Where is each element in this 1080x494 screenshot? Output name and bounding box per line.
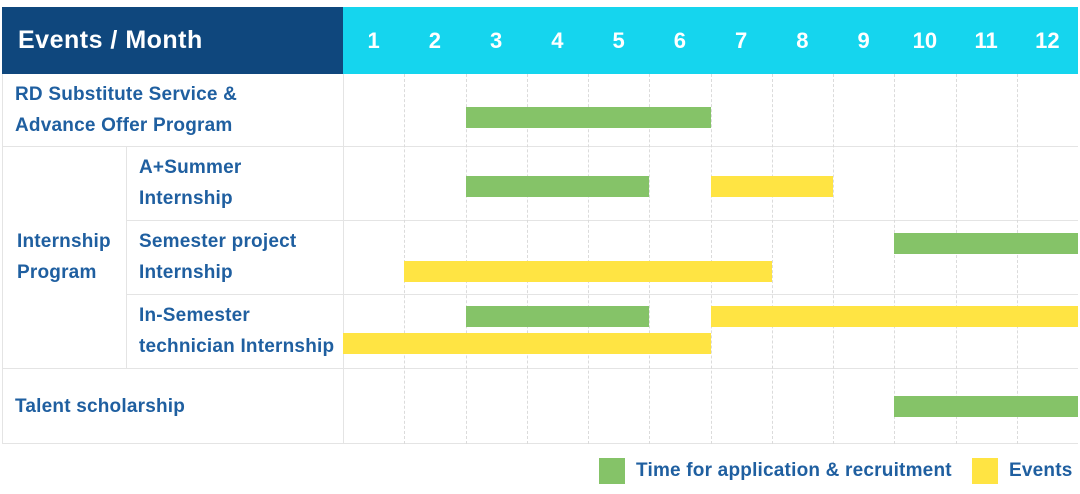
month-label: 11 — [974, 28, 998, 53]
bar-application — [894, 396, 1078, 417]
month-label: 1 — [367, 28, 380, 53]
month-label: 6 — [673, 28, 686, 53]
month-header-row: 1 2 3 4 5 6 7 8 9 10 11 12 — [343, 7, 1078, 74]
month-gridline — [465, 74, 467, 444]
table-bottom-border — [2, 443, 1078, 444]
month-label: 4 — [551, 28, 564, 53]
month-label: 5 — [612, 28, 625, 53]
row-divider — [126, 294, 1078, 295]
row-label-line: Semester project — [139, 231, 297, 252]
legend-item-application: Time for application & recruitment — [599, 458, 952, 484]
legend-swatch-events — [972, 458, 998, 484]
bar-application — [465, 107, 711, 128]
bar-event — [710, 176, 833, 197]
row-label-rd-substitute: RD Substitute Service & Advance Offer Pr… — [2, 74, 343, 146]
group-label-line: Program — [17, 262, 97, 283]
row-divider — [2, 368, 1078, 369]
row-label-line: Internship — [139, 262, 233, 283]
bar-event — [404, 261, 772, 282]
row-label-line: Internship — [139, 188, 233, 209]
row-label-line: technician Internship — [139, 336, 335, 357]
legend-item-events: Events — [972, 458, 1073, 484]
row-label-semester-project: Semester project Internship — [126, 220, 343, 294]
legend-label-application: Time for application & recruitment — [636, 460, 952, 481]
month-label: 2 — [428, 28, 441, 53]
month-gridline — [771, 74, 773, 444]
row-divider — [2, 146, 1078, 147]
row-label-line: A+Summer — [139, 157, 242, 178]
row-label-a-plus-summer: A+Summer Internship — [126, 146, 343, 220]
bar-application — [465, 306, 650, 327]
month-gridline — [649, 74, 651, 444]
chart-area-divider — [343, 74, 344, 444]
month-label: 8 — [796, 28, 809, 53]
row-divider — [126, 220, 1078, 221]
month-label: 3 — [490, 28, 503, 53]
row-label-in-semester-technician: In-Semester technician Internship — [126, 294, 343, 368]
group-label-line: Internship — [17, 231, 111, 252]
legend-swatch-application — [599, 458, 625, 484]
corner-header-label: Events / Month — [18, 26, 203, 54]
month-gridline — [526, 74, 528, 444]
schedule-table: Events / Month 1 2 3 4 5 6 7 8 9 10 11 12 RD Substi… — [2, 7, 1078, 444]
row-label-line: RD Substitute Service & — [15, 84, 238, 105]
bar-event — [710, 306, 1078, 327]
month-label: 10 — [912, 28, 938, 53]
legend-label-events: Events — [1009, 460, 1073, 481]
row-label-talent-scholarship: Talent scholarship — [2, 368, 343, 444]
corner-header-cell: Events / Month — [2, 7, 343, 74]
bar-application — [894, 233, 1078, 254]
table-left-border — [2, 74, 3, 444]
bar-application — [465, 176, 650, 197]
month-gridline — [894, 74, 896, 444]
month-label: 12 — [1035, 28, 1060, 53]
row-label-line: In-Semester — [139, 305, 250, 326]
label-column-divider — [126, 146, 127, 368]
month-label: 9 — [857, 28, 870, 53]
month-gridline — [1016, 74, 1018, 444]
month-gridline — [588, 74, 589, 444]
month-gridline — [710, 74, 712, 444]
row-label-line: Talent scholarship — [15, 395, 186, 417]
month-gridline — [833, 74, 834, 444]
bar-event — [343, 333, 711, 354]
month-gridline — [404, 74, 406, 444]
month-gridline — [955, 74, 957, 444]
row-label-line: Advance Offer Program — [15, 115, 233, 136]
group-label-internship-program: Internship Program — [2, 146, 126, 368]
month-label: 7 — [735, 28, 748, 53]
